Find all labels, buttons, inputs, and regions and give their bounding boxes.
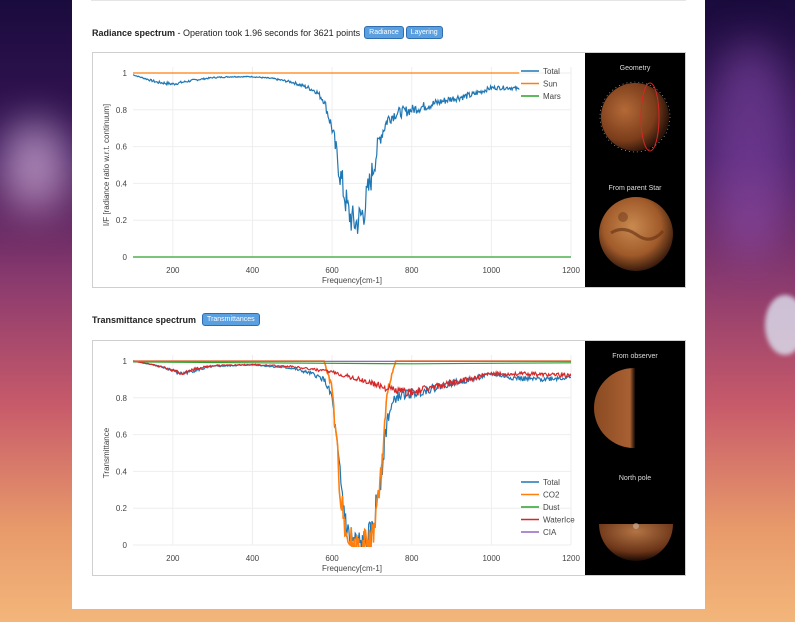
background-nebula (705, 40, 795, 260)
radiance-title: Radiance spectrum (92, 27, 176, 38)
legend-label[interactable]: Sun (543, 80, 557, 89)
geometry-planet-image (599, 81, 671, 153)
series-line-total (133, 74, 520, 234)
x-tick-label: 800 (405, 266, 419, 275)
top-divider (91, 0, 686, 1)
background-star-glow (0, 120, 70, 210)
y-tick-label: 0.8 (116, 106, 128, 115)
legend-label[interactable]: CIA (543, 528, 557, 537)
transmittance-title: Transmittance spectrum (92, 314, 197, 325)
background-planet (765, 295, 795, 355)
x-tick-label: 200 (166, 266, 180, 275)
y-axis-label: Transmittance (102, 427, 111, 478)
transmittance-side-panel: From observer North pole (585, 341, 685, 575)
y-axis-label: I/F [radiance ratio w.r.t. continuum] (102, 104, 111, 226)
y-tick-label: 0.4 (116, 179, 128, 188)
transmittance-header: Transmittance spectrum Transmittances (92, 313, 260, 326)
x-tick-label: 600 (325, 266, 339, 275)
x-tick-label: 200 (166, 554, 180, 563)
series-line-co2 (133, 360, 571, 547)
transmittance-chart[interactable]: 200 400 600 800 1000 1200 0 0.2 0.4 0.6 0.8 1 Freque… (93, 341, 585, 575)
legend-label[interactable]: WaterIce (543, 516, 575, 525)
radiance-plot-frame: 200 400 600 800 1000 1200 0 0.2 0.4 0.6 0.8 1 Freque… (92, 52, 686, 288)
x-tick-label: 1200 (562, 266, 580, 275)
radiance-chart[interactable]: 200 400 600 800 1000 1200 0 0.2 0.4 0.6 0.8 1 Freque… (93, 53, 585, 287)
x-tick-label: 400 (246, 266, 260, 275)
x-tick-label: 1000 (482, 266, 500, 275)
series-line-waterice (133, 360, 571, 397)
x-axis-label: Frequency[cm-1] (322, 564, 382, 573)
series-line-dust (133, 361, 571, 365)
radiance-tag-layering[interactable]: Layering (405, 26, 443, 39)
observer-planet-image (594, 368, 674, 448)
legend-label[interactable]: CO2 (543, 491, 560, 500)
side-label-from-observer: From observer (612, 353, 658, 360)
parent-star-planet-image (599, 197, 673, 271)
y-tick-label: 1 (123, 357, 128, 366)
legend-label[interactable]: Total (543, 478, 560, 487)
radiance-header: Radiance spectrum - Operation took 1.96 … (92, 26, 443, 39)
x-tick-label: 600 (325, 554, 339, 563)
side-label-north-pole: North pole (618, 475, 652, 482)
y-tick-label: 0.2 (116, 216, 128, 225)
legend-label[interactable]: Total (543, 67, 560, 76)
y-tick-label: 0 (123, 541, 128, 550)
y-tick-label: 1 (123, 69, 128, 78)
x-axis-label: Frequency[cm-1] (322, 276, 382, 285)
legend-label[interactable]: Mars (543, 92, 561, 101)
y-tick-label: 0.2 (116, 504, 128, 513)
main-panel: Radiance spectrum - Operation took 1.96 … (72, 0, 705, 609)
y-tick-label: 0.8 (116, 394, 128, 403)
x-tick-label: 1200 (562, 554, 580, 563)
x-tick-label: 800 (405, 554, 419, 563)
north-pole-planet-image (599, 523, 673, 561)
legend-label[interactable]: Dust (543, 503, 560, 512)
x-tick-label: 1000 (482, 554, 500, 563)
y-tick-label: 0.6 (116, 431, 128, 440)
x-tick-label: 400 (246, 554, 260, 563)
y-tick-label: 0.4 (116, 467, 128, 476)
transmittance-tag-transmittances[interactable]: Transmittances (202, 313, 260, 326)
y-tick-label: 0 (123, 253, 128, 262)
side-label-from-parent-star: From parent Star (608, 185, 662, 192)
radiance-tag-radiance[interactable]: Radiance (364, 26, 404, 39)
radiance-side-panel: Geometry From parent Star (585, 53, 685, 287)
y-tick-label: 0.6 (116, 143, 128, 152)
transmittance-plot-frame: 200 400 600 800 1000 1200 0 0.2 0.4 0.6 0.8 1 Freque… (92, 340, 686, 576)
radiance-subtitle: - Operation took 1.96 seconds for 3621 p… (177, 27, 361, 38)
side-label-geometry: Geometry (619, 65, 651, 72)
